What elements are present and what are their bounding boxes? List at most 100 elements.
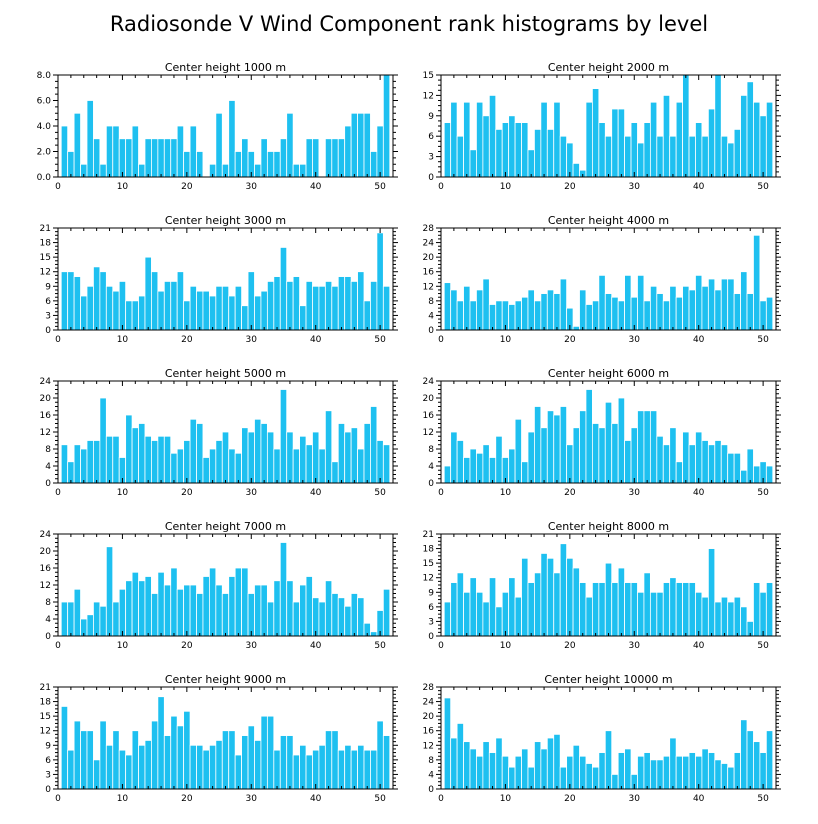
y-tick-label: 4	[45, 462, 51, 472]
bar	[344, 605, 352, 637]
bar	[151, 271, 159, 331]
bar	[579, 410, 587, 484]
bar	[138, 295, 146, 331]
bar	[643, 752, 651, 790]
x-tick-label: 50	[757, 335, 769, 345]
bar	[443, 465, 452, 484]
bar	[598, 122, 606, 178]
bar	[93, 440, 101, 484]
bar	[279, 138, 288, 178]
bar	[546, 128, 555, 178]
bar	[93, 601, 101, 637]
bar	[163, 584, 172, 637]
bar	[695, 122, 703, 178]
bar	[382, 735, 391, 790]
x-tick-label: 40	[693, 488, 705, 498]
y-tick-label: 15	[40, 253, 51, 263]
bar	[765, 730, 774, 790]
bar	[611, 582, 619, 637]
bar	[221, 285, 230, 331]
bar	[720, 135, 729, 178]
bar	[112, 601, 120, 637]
bar	[196, 744, 204, 790]
bar	[67, 151, 75, 178]
bar	[73, 444, 81, 484]
x-tick-label: 30	[246, 794, 258, 804]
bar	[376, 440, 384, 484]
x-tick-label: 40	[693, 182, 705, 192]
bar	[572, 427, 580, 484]
bar	[67, 601, 75, 637]
bar	[131, 427, 139, 484]
x-tick-label: 10	[117, 641, 129, 651]
bar	[357, 112, 365, 178]
bar	[241, 305, 249, 331]
bar	[337, 276, 346, 331]
bar	[733, 752, 741, 790]
bar	[740, 719, 748, 790]
bar	[508, 115, 516, 178]
bar	[675, 101, 683, 178]
bar	[714, 601, 722, 637]
bar	[299, 435, 307, 484]
bar	[86, 285, 94, 331]
bar	[527, 766, 535, 790]
bar	[131, 571, 139, 637]
bar	[144, 138, 152, 178]
bar	[482, 444, 490, 484]
x-tick-label: 30	[629, 182, 641, 192]
bar	[521, 748, 529, 790]
bar	[105, 125, 114, 178]
bar	[382, 444, 391, 484]
x-tick-label: 20	[181, 794, 193, 804]
bar	[740, 271, 748, 331]
bar	[370, 151, 378, 178]
x-tick-label: 10	[117, 794, 129, 804]
bar	[759, 752, 767, 790]
x-tick-label: 50	[757, 488, 769, 498]
y-tick-label: 8	[45, 445, 51, 455]
bar	[324, 580, 333, 637]
y-tick-label: 12	[423, 282, 434, 292]
x-tick-label: 20	[181, 488, 193, 498]
bar	[591, 423, 600, 484]
x-tick-label: 40	[693, 794, 705, 804]
bar	[357, 448, 365, 484]
panel-title: Center height 5000 m	[165, 367, 286, 380]
bar	[617, 300, 626, 331]
y-tick-label: 0	[45, 479, 51, 489]
bar	[682, 431, 690, 484]
bar	[469, 448, 477, 484]
bar	[266, 715, 275, 790]
bar	[559, 135, 568, 178]
panel-title: Center height 8000 m	[548, 520, 669, 533]
bar	[234, 452, 243, 484]
bar	[572, 567, 580, 637]
bar	[675, 582, 683, 637]
panel-title: Center height 4000 m	[548, 214, 669, 227]
panel-title: Center height 9000 m	[165, 673, 286, 686]
bar	[312, 597, 320, 637]
bar	[695, 274, 703, 331]
bar	[151, 720, 159, 790]
bar	[514, 122, 522, 178]
x-tick-label: 10	[500, 182, 512, 192]
y-tick-label: 20	[423, 394, 435, 404]
bar	[637, 591, 645, 637]
bar	[221, 431, 230, 484]
y-tick-label: 15	[423, 71, 434, 81]
bar	[260, 423, 268, 484]
bar	[299, 584, 307, 637]
bar	[67, 749, 75, 790]
bar	[456, 440, 464, 484]
bar	[720, 278, 729, 331]
bar	[260, 138, 268, 178]
x-tick-label: 50	[374, 794, 386, 804]
bar	[540, 427, 548, 484]
panel-title: Center height 1000 m	[165, 61, 286, 74]
bar	[247, 431, 255, 484]
y-tick-label: 24	[423, 698, 435, 708]
bar	[60, 125, 69, 178]
x-tick-label: 20	[181, 641, 193, 651]
bar	[286, 112, 294, 178]
